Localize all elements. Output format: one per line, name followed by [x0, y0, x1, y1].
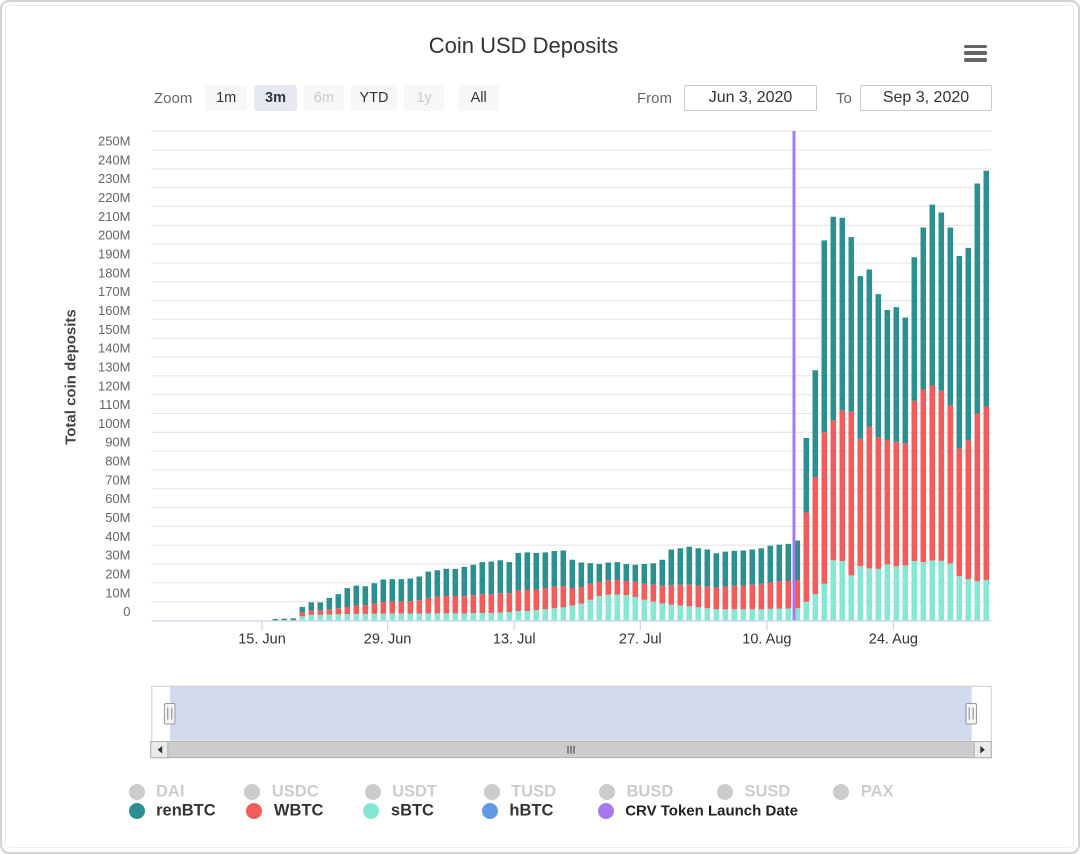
svg-text:160M: 160M — [98, 303, 131, 318]
svg-text:50M: 50M — [105, 510, 130, 525]
svg-text:80M: 80M — [105, 454, 130, 469]
svg-text:230M: 230M — [98, 171, 131, 186]
svg-text:0: 0 — [123, 604, 130, 619]
svg-text:29. Jun: 29. Jun — [364, 632, 412, 648]
svg-text:110M: 110M — [99, 397, 131, 412]
svg-text:150M: 150M — [98, 322, 131, 337]
svg-text:210M: 210M — [98, 209, 131, 224]
svg-text:60M: 60M — [105, 491, 130, 506]
svg-text:40M: 40M — [105, 529, 130, 544]
svg-text:130M: 130M — [98, 359, 131, 374]
svg-text:70M: 70M — [105, 472, 130, 487]
svg-text:24. Aug: 24. Aug — [869, 632, 918, 648]
svg-text:200M: 200M — [98, 228, 131, 243]
svg-text:180M: 180M — [98, 265, 131, 280]
svg-text:90M: 90M — [105, 435, 130, 450]
svg-text:190M: 190M — [98, 247, 131, 262]
svg-text:220M: 220M — [98, 190, 131, 205]
svg-text:250M: 250M — [98, 134, 131, 149]
svg-text:10. Aug: 10. Aug — [742, 632, 791, 648]
svg-text:140M: 140M — [98, 341, 131, 356]
svg-text:27. Jul: 27. Jul — [619, 632, 662, 648]
svg-text:240M: 240M — [98, 152, 131, 167]
svg-text:100M: 100M — [98, 416, 131, 431]
svg-text:13. Jul: 13. Jul — [493, 632, 536, 648]
svg-text:30M: 30M — [105, 548, 130, 563]
svg-text:15. Jun: 15. Jun — [238, 632, 286, 648]
svg-text:170M: 170M — [98, 284, 131, 299]
svg-text:120M: 120M — [98, 378, 131, 393]
svg-text:10M: 10M — [105, 585, 130, 600]
svg-text:Total coin deposits: Total coin deposits — [63, 309, 80, 445]
svg-text:20M: 20M — [105, 566, 130, 581]
